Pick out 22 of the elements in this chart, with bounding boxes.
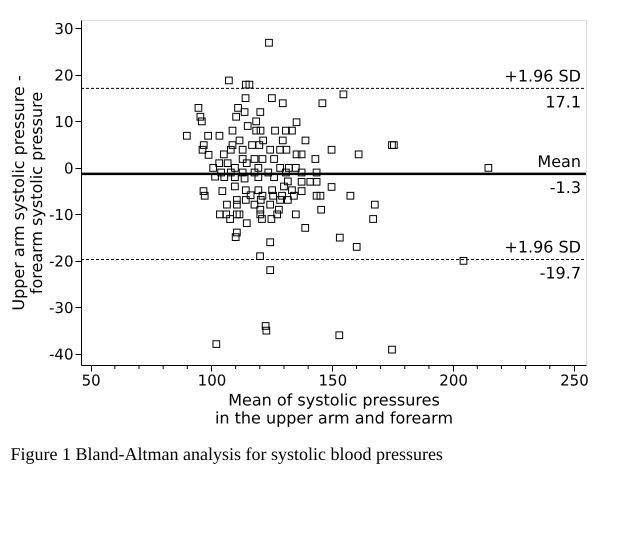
y-tick-label: -30 bbox=[49, 298, 74, 317]
x-axis-title: Mean of systolic pressures in the upper arm and forearm bbox=[214, 390, 454, 428]
y-tick-label: 20 bbox=[54, 66, 74, 84]
y-tick-label: -10 bbox=[49, 206, 74, 224]
y-tick-label: -40 bbox=[49, 345, 74, 364]
ref-line-label: +1.96 SD bbox=[504, 237, 581, 256]
annotation: 17.1 bbox=[545, 92, 581, 112]
ref-line-label: +1.96 SD bbox=[504, 66, 581, 86]
y-axis-title: Upper arm systolic pressure - forearm systolic pressure bbox=[9, 75, 46, 311]
text: Figure 1 Bland-Altman analysis for systolic blood pressures bbox=[10, 444, 443, 464]
ref-line-label: Mean bbox=[537, 152, 581, 171]
y-tick-label: 30 bbox=[54, 20, 74, 38]
y-tick-label: 10 bbox=[54, 112, 74, 131]
x-tick-label: 250 bbox=[560, 372, 589, 390]
y-tick-label: 0 bbox=[64, 159, 74, 178]
y-tick-label: -20 bbox=[49, 252, 74, 270]
x-tick-label: 100 bbox=[198, 372, 226, 390]
x-tick-label: 200 bbox=[439, 372, 468, 390]
annotation: -1.3 bbox=[550, 178, 581, 197]
x-tick-label: 150 bbox=[318, 372, 348, 390]
x-tick-label: 50 bbox=[82, 372, 101, 390]
annotation: -19.7 bbox=[540, 263, 581, 282]
